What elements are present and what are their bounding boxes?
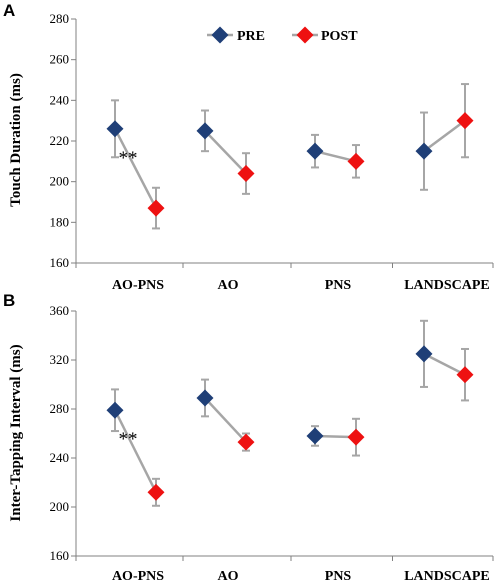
panel-b-y-tick-label: 280 bbox=[50, 401, 70, 416]
panel-b-significance-annotation: ** bbox=[119, 429, 138, 450]
legend-pre-marker bbox=[211, 26, 229, 44]
panel-b-post-point bbox=[347, 428, 365, 446]
panel-b-pre-point bbox=[306, 427, 324, 445]
panel-a-y-tick-label: 260 bbox=[50, 52, 70, 67]
legend-pre-label: PRE bbox=[237, 29, 265, 44]
legend-post-label: POST bbox=[321, 29, 358, 44]
panel-a-connector bbox=[204, 129, 247, 175]
panel-b-category-label: AO bbox=[218, 569, 239, 584]
panel-a-y-tick-label: 180 bbox=[50, 214, 70, 229]
panel-a-connector bbox=[423, 119, 466, 153]
legend: PRE POST bbox=[207, 26, 358, 44]
panel-a-connector bbox=[113, 128, 158, 209]
panel-a-pre-point bbox=[306, 142, 324, 160]
panel-a-ylabel: Touch Duration (ms) bbox=[8, 73, 24, 207]
panel-a-post-point bbox=[147, 199, 165, 217]
panel-a-post-point bbox=[347, 152, 365, 170]
panel-a-y-tick-label: 280 bbox=[50, 11, 70, 26]
panel-b-connector bbox=[204, 397, 247, 443]
panel-b-post-point bbox=[456, 366, 474, 384]
panel-a-pre-point bbox=[415, 142, 433, 160]
panel-b-category-label: PNS bbox=[325, 569, 352, 584]
panel-b-letter: B bbox=[3, 291, 15, 310]
panel-b-connector bbox=[113, 409, 158, 493]
panel-b-y-tick-label: 360 bbox=[50, 303, 70, 318]
panel-a-category-label: PNS bbox=[325, 278, 352, 293]
panel-b-post-point bbox=[147, 483, 165, 501]
panel-a-pre-point bbox=[196, 122, 214, 140]
panel-a-y-tick-label: 240 bbox=[50, 92, 70, 107]
panel-a-connector bbox=[314, 149, 357, 163]
panel-a-y-tick-label: 200 bbox=[50, 174, 70, 189]
panel-b-y-tick-label: 320 bbox=[50, 352, 70, 367]
panel-a-plot: 160 180 200 220 240 260 280 AO-PNS AO PNS LANDSCAP… bbox=[50, 11, 494, 293]
panel-b-category-label: AO-PNS bbox=[112, 569, 164, 584]
legend-post-marker bbox=[296, 26, 314, 44]
panel-b-post-point bbox=[237, 433, 255, 451]
panel-a-significance-annotation: ** bbox=[119, 148, 138, 169]
panel-a-category-label: AO-PNS bbox=[112, 278, 164, 293]
panel-b-ylabel: Inter-Tapping Interval (ms) bbox=[8, 344, 24, 521]
panel-a-y-tick-label: 160 bbox=[50, 255, 70, 270]
panel-a-letter: A bbox=[3, 1, 15, 20]
panel-a-category-label: LANDSCAPE bbox=[404, 278, 490, 293]
panel-b-pre-point bbox=[106, 401, 124, 419]
panel-b-y-tick-label: 160 bbox=[50, 548, 70, 563]
panel-a-post-point bbox=[456, 112, 474, 130]
panel-a-post-point bbox=[237, 165, 255, 183]
panel-b-y-tick-label: 200 bbox=[50, 499, 70, 514]
panel-b-category-label: LANDSCAPE bbox=[404, 569, 490, 584]
panel-a-y-tick-label: 220 bbox=[50, 133, 70, 148]
panel-b-connector bbox=[423, 352, 466, 376]
panel-b-plot: 160 200 240 280 320 360 AO-PNS AO PNS LANDSCAPE ** bbox=[50, 303, 494, 584]
panel-a-category-label: AO bbox=[218, 278, 239, 293]
panel-b-y-tick-label: 240 bbox=[50, 450, 70, 465]
panel-a-pre-point bbox=[106, 120, 124, 138]
panel-b-pre-point bbox=[415, 345, 433, 363]
panel-b-pre-point bbox=[196, 389, 214, 407]
